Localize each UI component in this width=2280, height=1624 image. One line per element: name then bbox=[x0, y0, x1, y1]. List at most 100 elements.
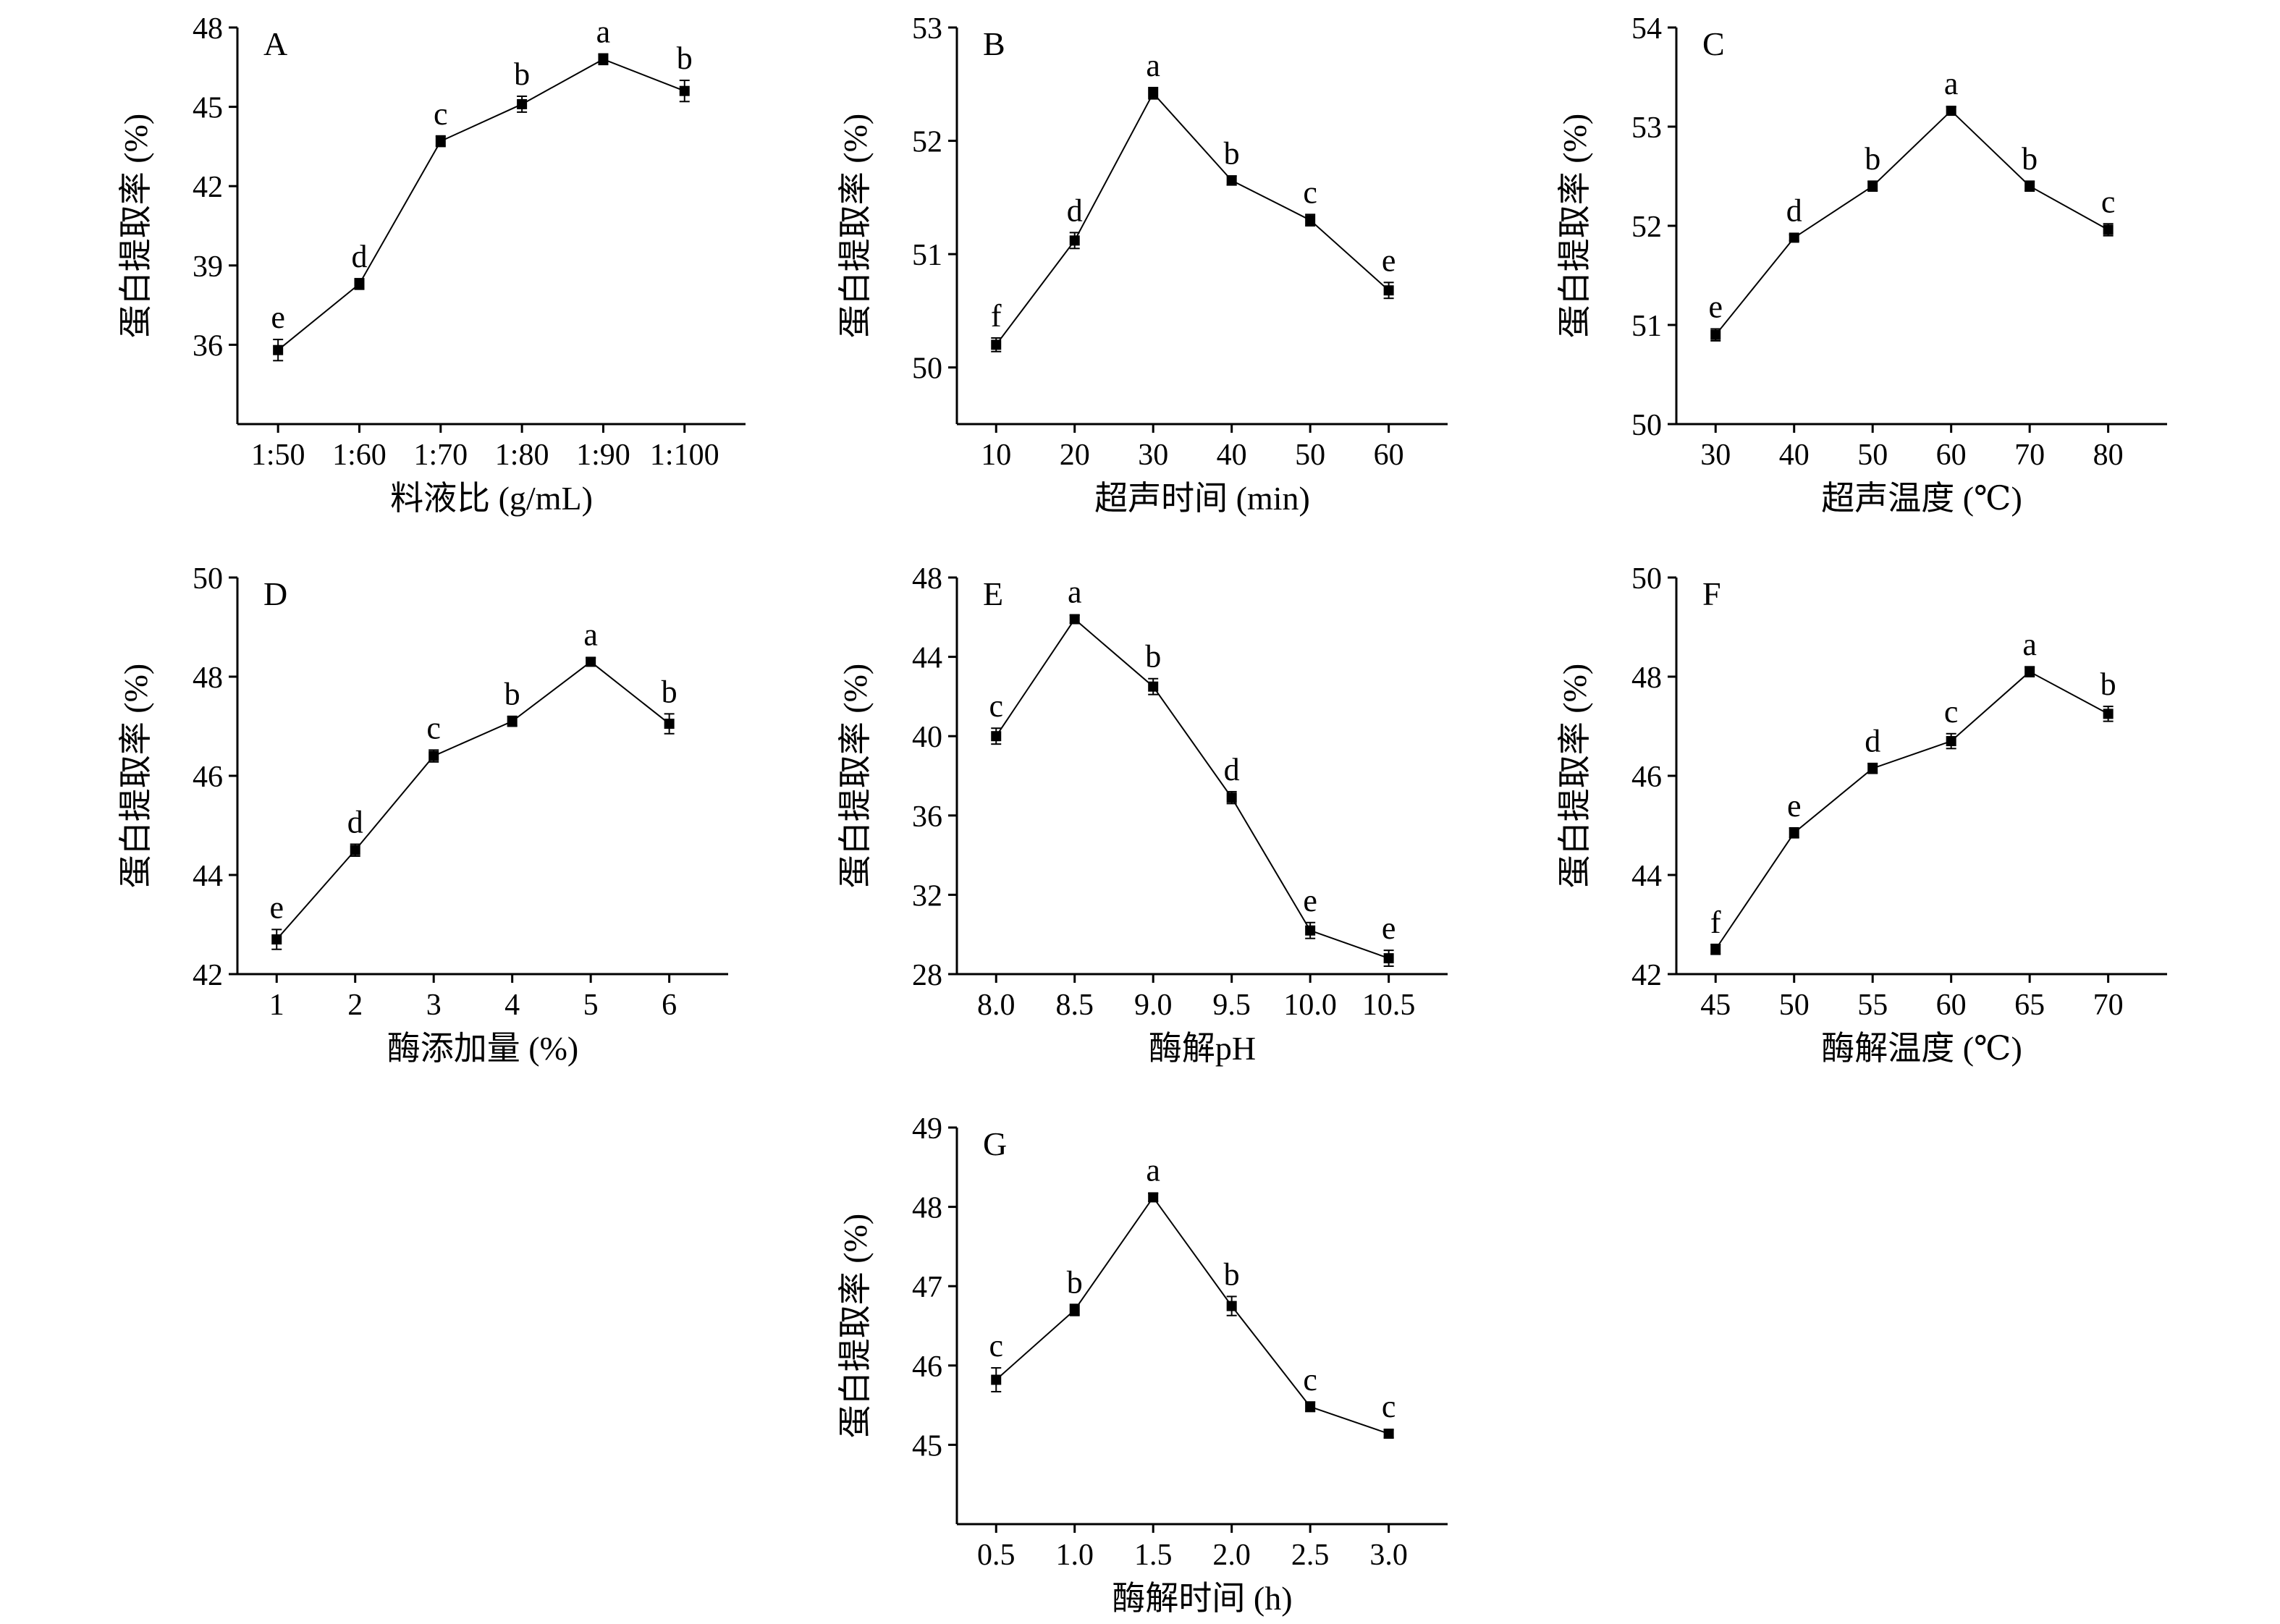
x-tick-label: 1:70 bbox=[413, 439, 468, 472]
y-axis-title: 蛋白提取率 (%) bbox=[1556, 114, 1593, 338]
data-label: e bbox=[269, 889, 284, 925]
x-tick-label: 1:60 bbox=[332, 439, 387, 472]
data-label: d bbox=[351, 239, 367, 274]
data-label: d bbox=[1224, 752, 1240, 787]
data-point bbox=[1383, 953, 1394, 964]
data-point bbox=[1710, 329, 1721, 340]
data-point bbox=[2103, 709, 2114, 719]
x-tick-label: 20 bbox=[1060, 439, 1090, 472]
x-tick-label: 30 bbox=[1700, 439, 1731, 472]
y-tick-label: 46 bbox=[1631, 761, 1662, 794]
x-tick-label: 50 bbox=[1295, 439, 1325, 472]
x-tick-label: 50 bbox=[1779, 989, 1810, 1022]
data-point bbox=[507, 716, 518, 727]
y-tick-label: 45 bbox=[193, 92, 223, 125]
y-tick-label: 50 bbox=[193, 562, 223, 596]
y-tick-label: 44 bbox=[912, 642, 942, 675]
y-tick-label: 48 bbox=[193, 661, 223, 695]
data-point bbox=[1148, 88, 1159, 98]
y-tick-label: 48 bbox=[912, 1192, 942, 1225]
data-point bbox=[679, 85, 690, 96]
chart-panel-f: 42 44 46 48 50 45 50 55 60 65 70 酶解温度 (℃) 蛋白提取率 (%) F… bbox=[1556, 562, 2167, 1067]
data-label: a bbox=[1146, 1152, 1160, 1188]
data-point bbox=[517, 98, 528, 109]
x-tick-label: 9.0 bbox=[1134, 989, 1173, 1022]
y-tick-label: 42 bbox=[1631, 959, 1662, 992]
y-tick-label: 46 bbox=[193, 761, 223, 794]
data-point bbox=[273, 344, 284, 355]
data-point bbox=[1946, 736, 1956, 747]
data-label: e bbox=[1382, 242, 1396, 278]
x-tick-label: 1:90 bbox=[576, 439, 630, 472]
panel-label: A bbox=[263, 25, 287, 62]
y-axis-title: 蛋白提取率 (%) bbox=[117, 664, 154, 888]
y-tick-label: 50 bbox=[1631, 562, 1662, 596]
y-axis-title: 蛋白提取率 (%) bbox=[1556, 664, 1593, 888]
x-tick-label: 0.5 bbox=[977, 1539, 1016, 1572]
y-tick-label: 42 bbox=[193, 171, 223, 204]
data-point bbox=[1867, 181, 1878, 192]
x-tick-label: 2.5 bbox=[1291, 1539, 1330, 1572]
y-tick-label: 52 bbox=[1631, 211, 1662, 244]
x-tick-label: 2 bbox=[347, 989, 363, 1022]
x-axis-title: 酶解pH bbox=[1149, 1030, 1256, 1067]
x-tick-label: 55 bbox=[1857, 989, 1888, 1022]
data-point bbox=[1383, 285, 1394, 296]
chart-panel-b: 50 51 52 53 10 20 30 40 50 60 超声时间 (min) 蛋白提取率 (%) B… bbox=[837, 12, 1448, 517]
data-point bbox=[598, 54, 609, 64]
panel-label: B bbox=[983, 25, 1005, 62]
y-tick-label: 53 bbox=[912, 12, 942, 46]
data-point bbox=[1305, 925, 1316, 936]
y-tick-label: 36 bbox=[193, 329, 223, 363]
x-tick-label: 8.0 bbox=[977, 989, 1016, 1022]
x-tick-label: 3.0 bbox=[1369, 1539, 1408, 1572]
x-tick-label: 1 bbox=[269, 989, 284, 1022]
data-label: f bbox=[991, 298, 1002, 334]
data-point bbox=[1946, 106, 1956, 117]
y-tick-label: 28 bbox=[912, 959, 942, 992]
data-point bbox=[586, 656, 596, 667]
x-tick-label: 8.5 bbox=[1055, 989, 1094, 1022]
data-label: c bbox=[2101, 184, 2116, 219]
data-label: c bbox=[434, 96, 448, 132]
x-tick-label: 1:80 bbox=[495, 439, 549, 472]
data-point bbox=[1383, 1429, 1394, 1439]
y-axis-title: 蛋白提取率 (%) bbox=[837, 664, 874, 888]
y-tick-label: 50 bbox=[1631, 409, 1662, 442]
data-point bbox=[2024, 181, 2035, 192]
data-label: b bbox=[504, 677, 520, 712]
data-label: b bbox=[1224, 135, 1240, 171]
data-point bbox=[1867, 763, 1878, 774]
data-point bbox=[1305, 1401, 1316, 1412]
x-tick-label: 10.0 bbox=[1283, 989, 1337, 1022]
x-tick-label: 1:50 bbox=[251, 439, 305, 472]
data-label: b bbox=[514, 56, 530, 92]
chart-panel-c: 50 51 52 53 54 30 40 50 60 70 80 超声温度 (℃) 蛋白提取率 (%) C… bbox=[1556, 12, 2167, 517]
y-tick-label: 48 bbox=[1631, 661, 1662, 695]
x-tick-label: 70 bbox=[2093, 989, 2124, 1022]
data-point bbox=[428, 750, 439, 761]
y-tick-label: 49 bbox=[912, 1112, 942, 1146]
data-label: b bbox=[1224, 1256, 1240, 1292]
series-line bbox=[995, 92, 1390, 346]
data-label: b bbox=[1865, 141, 1880, 177]
x-tick-label: 4 bbox=[504, 989, 520, 1022]
data-point bbox=[1789, 827, 1799, 838]
y-tick-label: 47 bbox=[912, 1271, 942, 1304]
data-label: d bbox=[347, 805, 363, 840]
data-point bbox=[1305, 215, 1316, 226]
data-point bbox=[1069, 235, 1080, 246]
data-point bbox=[350, 845, 360, 855]
data-point bbox=[1710, 944, 1721, 955]
series-line bbox=[277, 58, 685, 351]
data-point bbox=[991, 731, 1002, 742]
y-tick-label: 45 bbox=[912, 1429, 942, 1463]
data-label: c bbox=[1303, 174, 1317, 210]
panel-label: F bbox=[1702, 575, 1721, 612]
x-axis-title: 酶解时间 (h) bbox=[1112, 1580, 1292, 1617]
panel-label: G bbox=[983, 1125, 1007, 1162]
data-point bbox=[271, 934, 282, 945]
x-tick-label: 65 bbox=[2014, 989, 2045, 1022]
data-point bbox=[1148, 681, 1159, 692]
